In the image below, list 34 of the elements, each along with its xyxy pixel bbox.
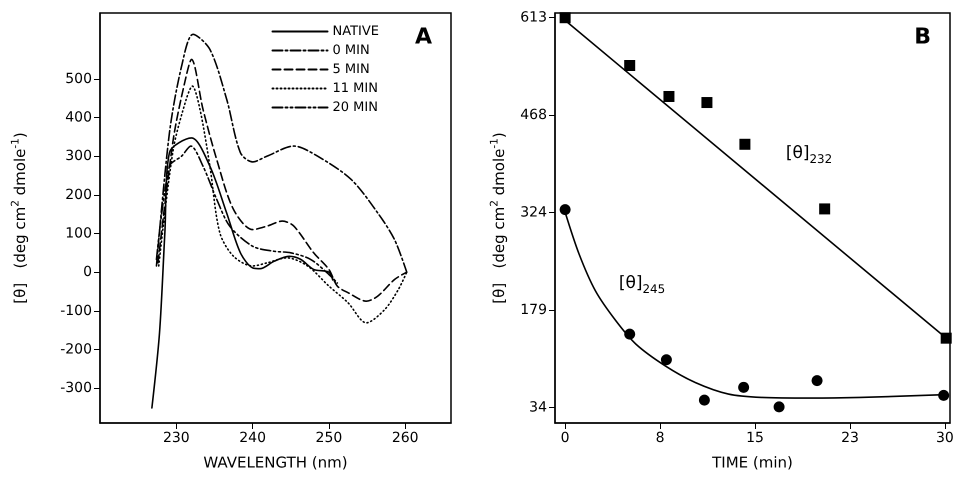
y-tick-label: -200	[60, 342, 92, 358]
x-axis-title: WAVELENGTH (nm)	[203, 454, 348, 472]
y-axis-title: [θ] (deg cm2 dmole-1)	[488, 132, 508, 304]
y-tick-label: 0	[83, 264, 92, 280]
x-tick-label: 240	[239, 430, 266, 446]
x-tick-label: 15	[746, 430, 764, 446]
y-tick-label: 100	[65, 225, 92, 242]
y-tick-label: -300	[60, 380, 92, 396]
legend-label: 5 MIN	[332, 62, 370, 77]
y-axis-title: [θ] (deg cm2 dmole-1)	[10, 132, 29, 304]
y-tick-label: 179	[520, 302, 547, 318]
y-tick-label: 324	[520, 204, 548, 221]
text: B	[914, 24, 932, 50]
legend-label: 11 MIN	[332, 81, 378, 96]
y-tick-label: 500	[65, 70, 92, 87]
y-tick-label: -100	[60, 302, 92, 319]
x-tick-label: 0	[560, 430, 570, 446]
y-tick-label: 400	[65, 109, 92, 126]
legend-label: NATIVE	[332, 24, 380, 39]
y-tick-label: 300	[65, 148, 92, 164]
x-tick-label: 23	[841, 430, 859, 446]
legend-label: 20 MIN	[332, 100, 378, 115]
y-tick-label: 468	[520, 107, 547, 124]
x-tick-label: 250	[316, 430, 342, 446]
legend-label: 0 MIN	[332, 43, 370, 58]
x-tick-label: 8	[656, 430, 665, 446]
x-tick-label: 30	[936, 430, 954, 446]
x-axis-title: TIME (min)	[711, 454, 793, 472]
y-tick-label: 34	[529, 400, 548, 416]
y-tick-label: 200	[65, 186, 92, 203]
x-tick-label: 260	[392, 430, 419, 446]
text: A	[414, 24, 432, 50]
y-tick-label: 613	[520, 10, 547, 26]
x-tick-label: 230	[162, 430, 190, 446]
